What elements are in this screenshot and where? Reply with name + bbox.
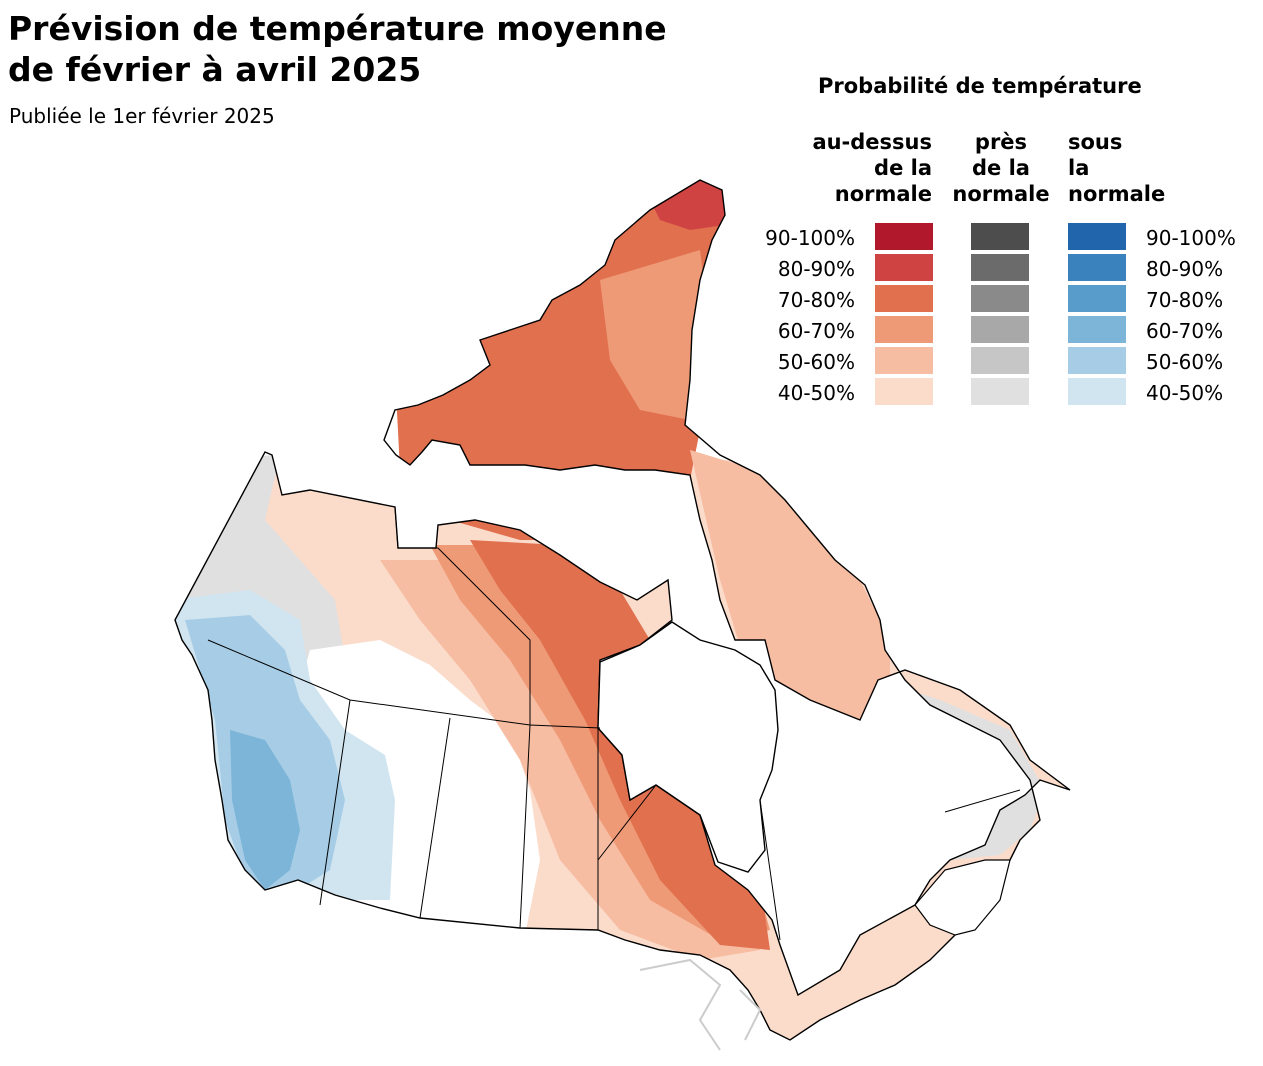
legend-header-below-line3: normale	[1068, 182, 1166, 206]
legend-title: Probabilité de température	[818, 74, 1142, 98]
gulf-st-lawrence	[914, 859, 1011, 936]
legend-swatch-near	[971, 254, 1029, 281]
published-date: Publiée le 1er février 2025	[9, 104, 275, 128]
legend-row-label-right: 40-50%	[1146, 381, 1224, 405]
legend-swatch-above	[875, 378, 933, 405]
legend-header-above-line1: au-dessus	[812, 130, 932, 154]
legend-header-above: au-dessus de la normale	[760, 129, 932, 207]
legend-row-label-left: 60-70%	[777, 319, 855, 343]
legend-row-label-right: 70-80%	[1146, 288, 1224, 312]
legend-row-label-left: 40-50%	[777, 381, 855, 405]
legend-swatch-above	[875, 347, 933, 374]
legend-swatch-below	[1068, 316, 1126, 343]
legend-header-near: près de la normale	[946, 129, 1056, 207]
legend-swatch-below	[1068, 347, 1126, 374]
legend-swatch-below	[1068, 285, 1126, 312]
legend-swatch-near	[971, 285, 1029, 312]
legend-header-below-line1: sous	[1068, 130, 1123, 154]
legend-swatch-below	[1068, 223, 1126, 250]
provincial-borders	[207, 506, 1021, 941]
legend-swatch-above	[875, 254, 933, 281]
legend-swatch-above	[875, 316, 933, 343]
map-title: Prévision de température moyenne de févr…	[8, 8, 667, 90]
map-title-line2: de février à avril 2025	[8, 50, 422, 89]
legend-row-label-right: 50-60%	[1146, 350, 1224, 374]
legend-row-label-right: 60-70%	[1146, 319, 1224, 343]
legend-row-label-left: 90-100%	[765, 226, 855, 250]
legend-swatch-below	[1068, 378, 1126, 405]
legend-swatch-near	[971, 347, 1029, 374]
zone-below-60-70	[230, 730, 300, 890]
legend-swatch-near	[971, 316, 1029, 343]
legend-header-below-line2: la	[1068, 156, 1090, 180]
legend-swatch-above	[875, 223, 933, 250]
legend-header-near-line3: normale	[952, 182, 1050, 206]
legend-swatch-near	[971, 223, 1029, 250]
legend-header-near-line1: près	[974, 130, 1028, 154]
zone-above-60-70-arctic	[600, 250, 710, 420]
legend-row-label-right: 80-90%	[1146, 257, 1224, 281]
legend-swatch-near	[971, 378, 1029, 405]
legend-row-label-left: 70-80%	[777, 288, 855, 312]
legend-swatch-below	[1068, 254, 1126, 281]
great-lakes	[639, 958, 762, 1051]
legend-header-above-line3: normale	[834, 182, 932, 206]
legend-row-label-left: 80-90%	[777, 257, 855, 281]
legend-swatch-above	[875, 285, 933, 312]
legend-row-label-right: 90-100%	[1146, 226, 1236, 250]
legend-header-below: sous la normale	[1068, 129, 1198, 207]
legend-header-near-line2: de la	[972, 156, 1030, 180]
map-title-line1: Prévision de température moyenne	[8, 9, 667, 48]
legend-row-label-left: 50-60%	[777, 350, 855, 374]
legend-header-above-line2: de la	[874, 156, 932, 180]
